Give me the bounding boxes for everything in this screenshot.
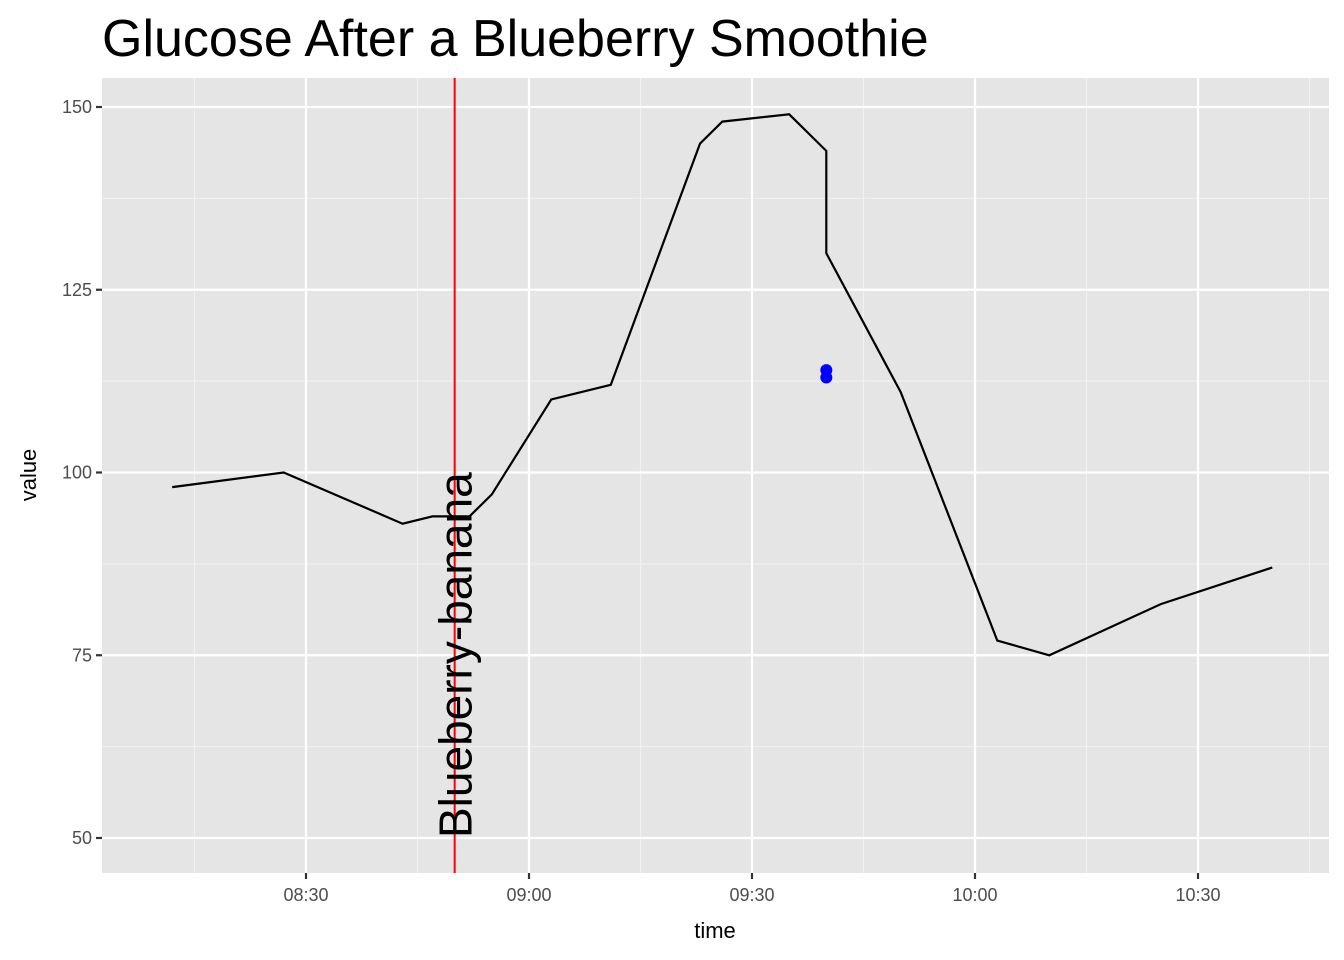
y-tick-label: 100 <box>62 463 92 483</box>
glucose-line <box>172 113 1273 657</box>
x-tick-label: 08:30 <box>283 885 328 905</box>
fingerstick-points <box>820 364 833 384</box>
y-tick-label: 125 <box>62 280 92 300</box>
event-marker-label: Blueberry-banana <box>430 472 482 838</box>
x-tick-label: 10:00 <box>952 885 997 905</box>
x-tick-label: 09:00 <box>506 885 551 905</box>
x-tick-label: 10:30 <box>1175 885 1220 905</box>
data-point <box>820 371 833 384</box>
x-axis-title: time <box>694 918 736 943</box>
x-axis: 08:30 09:00 09:30 10:00 10:30 <box>283 873 1221 905</box>
plot-panel <box>102 78 1329 873</box>
y-tick-label: 75 <box>72 645 92 665</box>
y-axis: 50 75 100 125 150 <box>62 97 102 848</box>
chart-title: Glucose After a Blueberry Smoothie <box>102 10 929 68</box>
y-axis-title: value <box>16 449 41 502</box>
major-gridlines <box>102 78 1329 873</box>
y-tick-label: 150 <box>62 97 92 117</box>
y-tick-label: 50 <box>72 828 92 848</box>
x-tick-label: 09:30 <box>729 885 774 905</box>
